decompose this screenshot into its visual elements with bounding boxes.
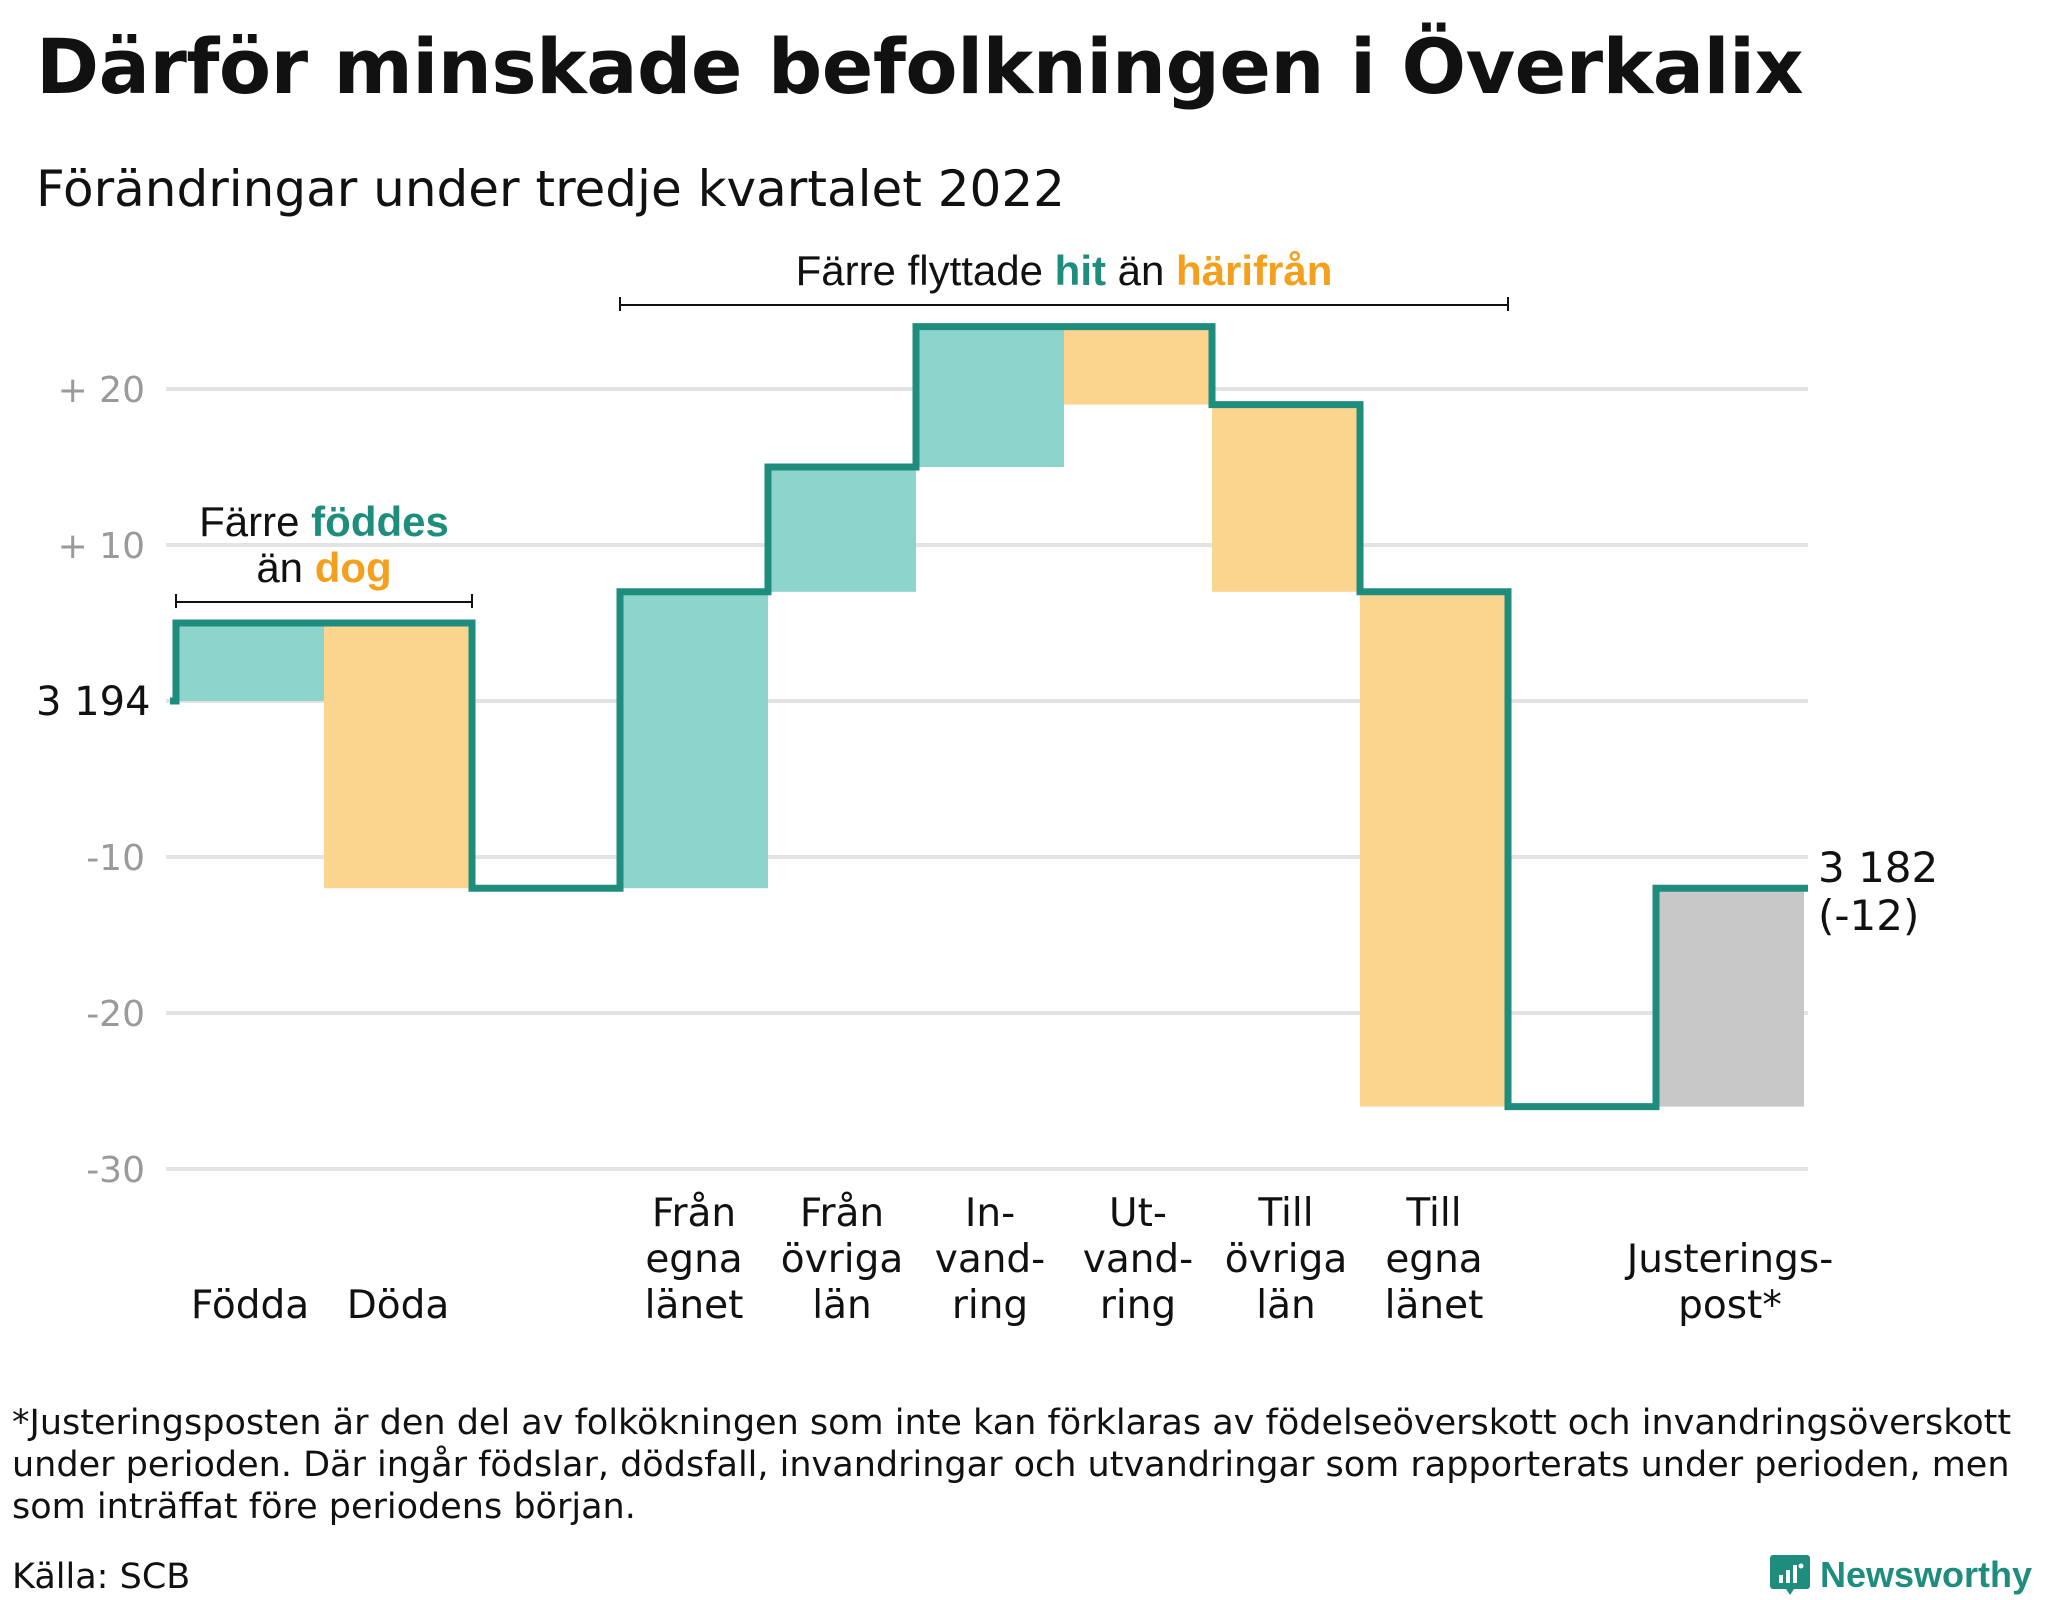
category-label: post* xyxy=(1678,1283,1782,1328)
waterfall-chart: + 20+ 10-10-20-30 Födda DödaFrånegnalänet… xyxy=(36,247,1938,1328)
bars xyxy=(176,326,1804,1107)
chart-subtitle: Förändringar under tredje kvartalet 2022 xyxy=(36,160,1065,218)
bar-justeringspost xyxy=(1656,888,1804,1107)
category-label: egna xyxy=(645,1237,742,1282)
annotation-segment: härifrån xyxy=(1176,247,1332,294)
category-label: länet xyxy=(645,1283,744,1328)
category-label: Födda xyxy=(191,1283,309,1328)
y-tick-label: + 10 xyxy=(58,526,145,567)
annotation-segment: Färre xyxy=(199,498,311,545)
annotation-segment: Färre flyttade xyxy=(796,247,1055,294)
annotation-segment: hit xyxy=(1055,247,1106,294)
annotation-segment: än xyxy=(256,544,314,591)
category-labels: Födda DödaFrånegnalänetFrånövrigalänIn-va… xyxy=(191,1191,1833,1328)
annotation-text: Färre flyttade hit än härifrån xyxy=(796,247,1333,294)
bar-invandring xyxy=(916,326,1064,467)
y-tick-label: -20 xyxy=(86,994,145,1035)
y-axis-ticks: + 20 + 10 -10 -20 -30 xyxy=(58,370,145,1191)
category-label: övriga xyxy=(781,1237,903,1282)
chart-title: Därför minskade befolkningen i Överkalix xyxy=(36,22,1804,111)
end-value-label: (-12) xyxy=(1818,891,1919,940)
bar-tillegnalänet xyxy=(1360,591,1508,1107)
bar-döda xyxy=(324,623,472,889)
category-label: Justerings- xyxy=(1624,1237,1834,1282)
category-label: vand- xyxy=(935,1237,1046,1282)
category-label: övriga xyxy=(1225,1237,1347,1282)
category-label: Från xyxy=(652,1191,736,1236)
bar-tillövrigalän xyxy=(1212,404,1360,592)
annotation-text: än dog xyxy=(256,544,391,591)
newsworthy-logo-icon xyxy=(1770,1555,1810,1595)
category-label: In- xyxy=(965,1191,1015,1236)
brand-logo: Newsworthy xyxy=(1770,1554,2032,1596)
y-tick-label: + 20 xyxy=(58,370,145,411)
category-label: vand- xyxy=(1083,1237,1194,1282)
bar-utvandring xyxy=(1064,326,1212,405)
category-label: Från xyxy=(800,1191,884,1236)
bar-frånövrigalän xyxy=(768,467,916,592)
bar-frånegnalänet xyxy=(620,591,768,889)
source-note: Källa: SCB xyxy=(12,1557,191,1597)
category-label: län xyxy=(1256,1283,1315,1328)
category-label: Till xyxy=(1257,1191,1313,1236)
category-label: egna xyxy=(1385,1237,1482,1282)
category-label: länet xyxy=(1385,1283,1484,1328)
category-label: län xyxy=(812,1283,871,1328)
annotation-segment: föddes xyxy=(311,498,449,545)
y-tick-label: -30 xyxy=(86,1150,145,1191)
end-value-label: 3 182 xyxy=(1818,843,1938,892)
y-tick-label: -10 xyxy=(86,838,145,879)
bar-födda xyxy=(176,623,324,701)
annotation-segment: än xyxy=(1106,247,1176,294)
category-label: ring xyxy=(952,1283,1028,1328)
footnote: *Justeringsposten är den del av folkökni… xyxy=(12,1403,2012,1527)
category-label: Döda xyxy=(347,1283,450,1328)
value-labels: 3 194 3 182(-12) xyxy=(36,679,1938,940)
annotation-text: Färre föddes xyxy=(199,498,449,545)
category-label: Till xyxy=(1405,1191,1461,1236)
brand-name: Newsworthy xyxy=(1820,1554,2033,1595)
category-label: Ut- xyxy=(1109,1191,1167,1236)
category-label: ring xyxy=(1100,1283,1176,1328)
annotation-segment: dog xyxy=(315,544,392,591)
running-total-line xyxy=(170,323,1808,1111)
start-value-label: 3 194 xyxy=(36,679,151,725)
